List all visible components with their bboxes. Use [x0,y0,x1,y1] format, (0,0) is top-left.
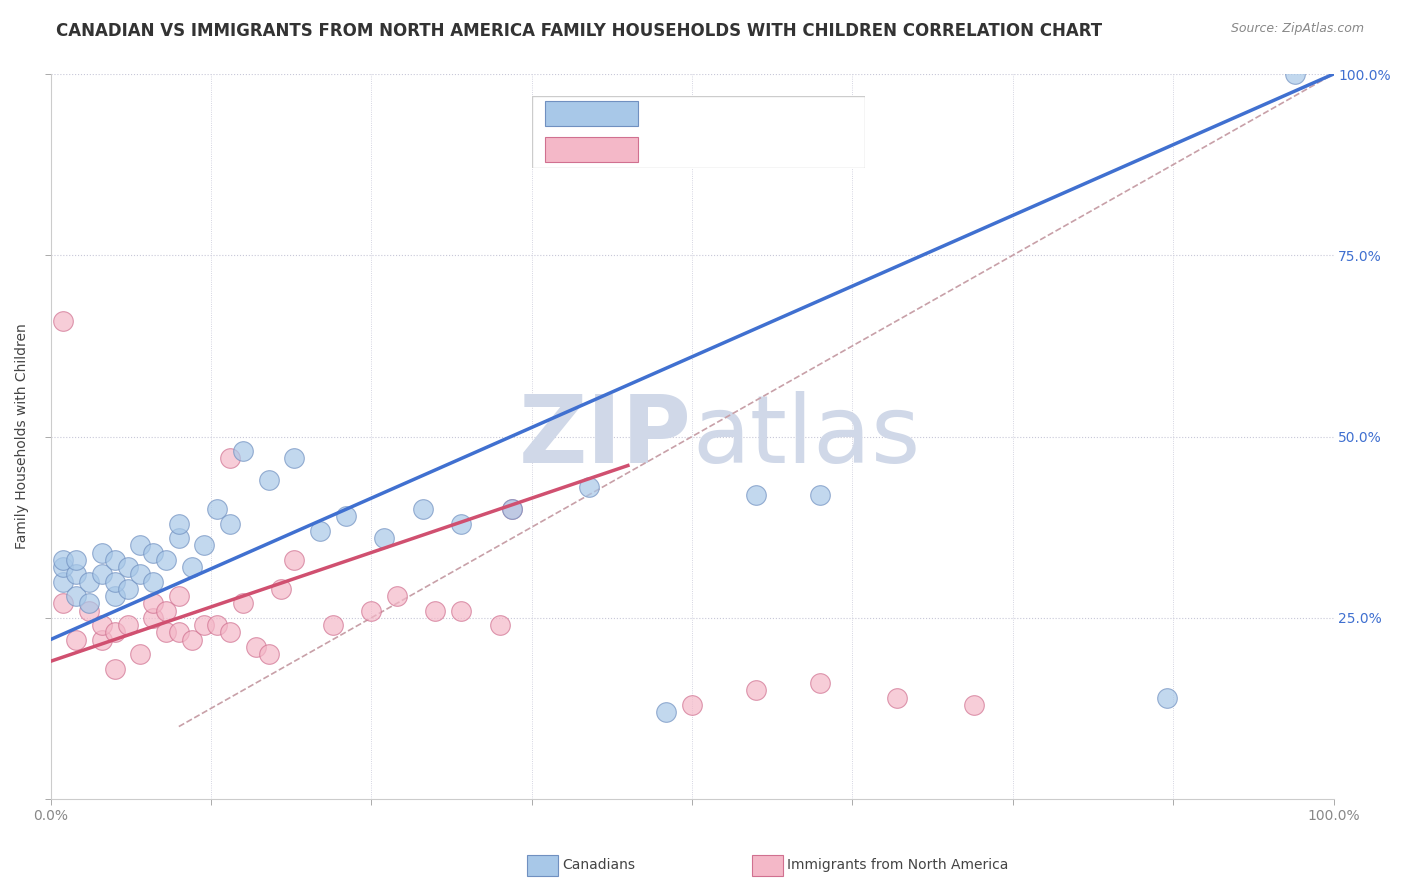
Point [808,487,831,501]
Point [117,582,139,596]
Point [450,603,472,617]
Point [52,596,75,610]
Point [77,596,100,610]
Point [207,502,229,516]
Text: Source: ZipAtlas.com: Source: ZipAtlas.com [1230,22,1364,36]
Point [501,502,523,516]
Point [129,647,152,661]
Point [129,567,152,582]
Point [52,553,75,567]
Point [283,553,305,567]
Point [65,632,87,647]
Point [681,698,703,712]
Point [450,516,472,531]
Point [155,625,177,640]
Point [257,473,280,487]
Point [1284,67,1306,81]
Point [129,538,152,552]
Point [104,553,127,567]
Point [90,632,112,647]
Point [886,690,908,705]
Text: atlas: atlas [692,391,921,483]
Point [232,444,254,458]
Point [193,618,215,632]
Point [104,662,127,676]
Point [501,502,523,516]
Point [385,589,408,603]
Point [232,596,254,610]
Text: Immigrants from North America: Immigrants from North America [787,858,1008,872]
Point [104,589,127,603]
Point [193,538,215,552]
Point [425,603,447,617]
Point [180,560,202,574]
Text: CANADIAN VS IMMIGRANTS FROM NORTH AMERICA FAMILY HOUSEHOLDS WITH CHILDREN CORREL: CANADIAN VS IMMIGRANTS FROM NORTH AMERIC… [56,22,1102,40]
Point [142,596,165,610]
Point [142,545,165,559]
Point [90,618,112,632]
Point [309,524,332,538]
Point [219,516,242,531]
Point [52,574,75,589]
Point [257,647,280,661]
Point [335,509,357,524]
Point [167,625,190,640]
Point [578,480,600,494]
Point [167,531,190,545]
Text: ZIP: ZIP [519,391,692,483]
Point [245,640,267,654]
Point [207,618,229,632]
Point [745,683,768,698]
Point [52,560,75,574]
Point [77,574,100,589]
Point [142,611,165,625]
Point [270,582,292,596]
Point [77,603,100,617]
Point [90,567,112,582]
Point [117,618,139,632]
Point [52,313,75,327]
Point [219,625,242,640]
Point [655,705,678,719]
Point [104,574,127,589]
Point [360,603,382,617]
Point [90,545,112,559]
Point [373,531,395,545]
Point [322,618,344,632]
Point [155,553,177,567]
Y-axis label: Family Households with Children: Family Households with Children [15,324,30,549]
Point [808,676,831,690]
Point [412,502,434,516]
Point [117,560,139,574]
Point [219,451,242,466]
Point [167,516,190,531]
Point [65,553,87,567]
Point [104,625,127,640]
Point [745,487,768,501]
Text: Canadians: Canadians [562,858,636,872]
Point [283,451,305,466]
Point [65,567,87,582]
Point [180,632,202,647]
Point [488,618,510,632]
Point [963,698,986,712]
Point [142,574,165,589]
Point [167,589,190,603]
Point [65,589,87,603]
Point [1156,690,1178,705]
Point [155,603,177,617]
